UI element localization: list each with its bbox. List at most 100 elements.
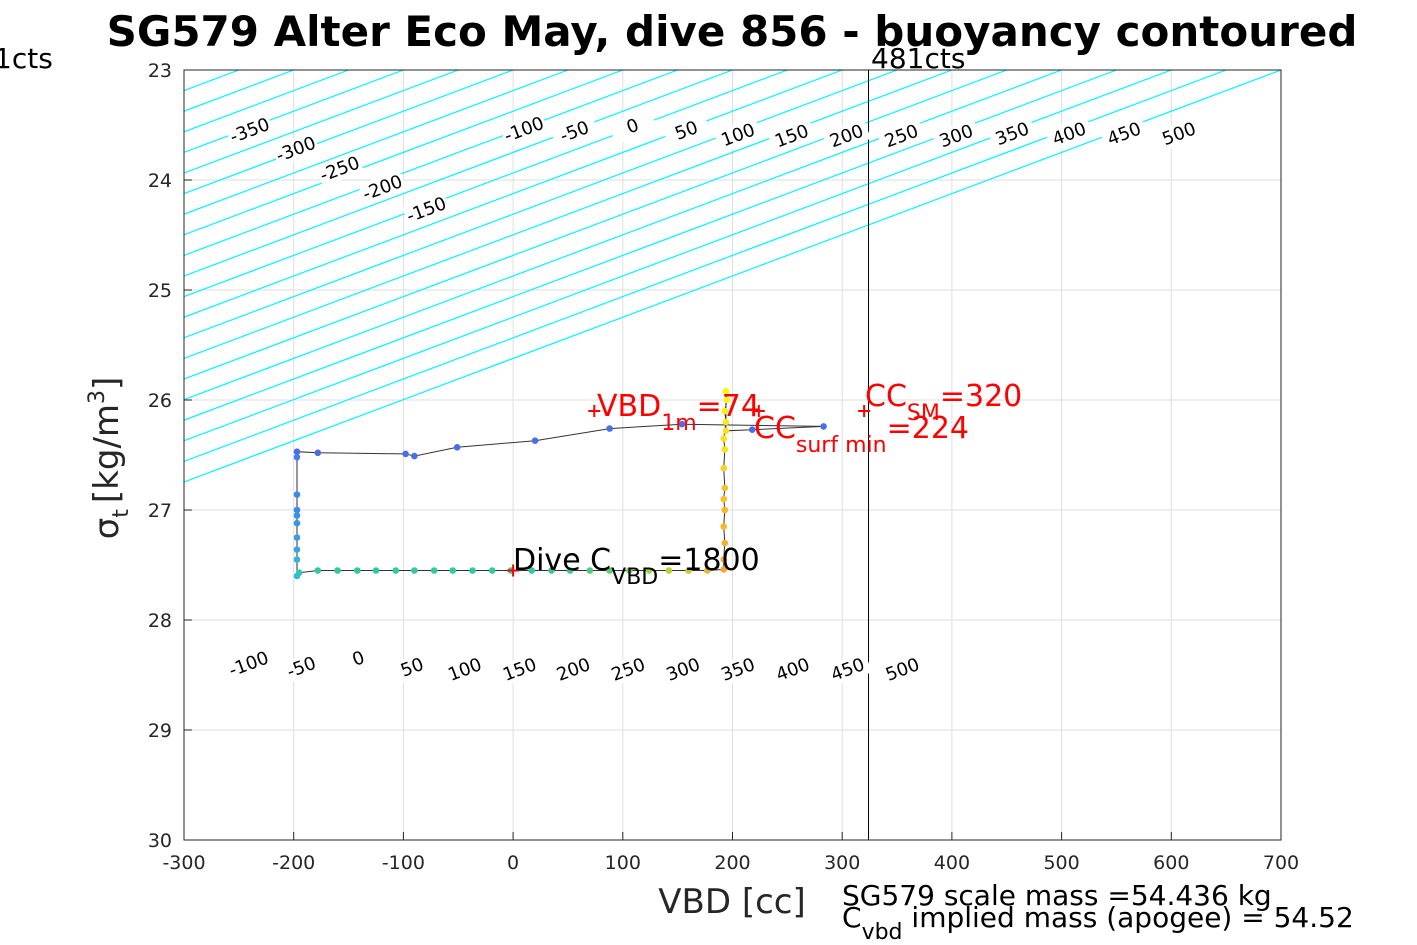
contour-line: [0, 70, 19, 840]
contour-label-bottom: 300: [664, 654, 704, 686]
y-tick-label: 25: [148, 280, 172, 302]
trajectory-point: [293, 572, 301, 580]
trajectory-point: [449, 567, 457, 574]
contour-label-top: 450: [1105, 118, 1145, 150]
contour-line: [184, 70, 1227, 463]
trajectory-point: [411, 567, 418, 574]
contour-label-bottom: 500: [883, 654, 923, 686]
contour-label-top-bg: [358, 169, 408, 206]
trajectory-point: [430, 567, 438, 574]
trajectory-point: [720, 495, 728, 503]
contour-label-bottom: 250: [609, 654, 649, 686]
trajectory-point: [645, 567, 653, 574]
implied-mass-note: Cvbd implied mass (apogee) = 54.52: [842, 901, 1354, 945]
x-tick-label: 500: [1043, 852, 1079, 874]
contour-label-bottom: -100: [226, 647, 272, 681]
trajectory-point: [721, 446, 729, 453]
contour-line: [184, 70, 1062, 401]
contour-label-bottom: 100: [445, 654, 485, 686]
grid-lines: [183, 69, 1282, 841]
contour-label-top-bg: [822, 117, 872, 155]
contour-label-bottom-bg: [495, 651, 545, 688]
trajectory-point: [293, 519, 301, 527]
contour-label-top: 400: [1050, 118, 1090, 150]
contour-line: [184, 70, 953, 360]
x-tick-label: 200: [714, 852, 750, 874]
trajectory-point: [665, 567, 673, 574]
contour-label-bottom: 350: [718, 654, 758, 686]
contour-label-bottom: 450: [828, 654, 868, 686]
y-tick-label: 23: [148, 60, 172, 82]
trajectory-point: [721, 484, 729, 492]
contour-label-top-bg: [401, 191, 451, 228]
contour-label-bottom-bg: [387, 649, 437, 686]
trajectory-point: [722, 387, 730, 395]
trajectory-point: [720, 566, 728, 573]
trajectory-point: [528, 567, 536, 574]
marker-cc_sm: [858, 405, 871, 417]
contour-line: [0, 70, 74, 840]
contour-label-bottom: 150: [500, 654, 540, 686]
y-tick-label: 30: [148, 830, 172, 852]
dive-trajectory: [293, 387, 827, 580]
trajectory-point: [293, 546, 301, 553]
trajectory-point: [469, 567, 476, 574]
cc-sm-annotation: CCSM=320: [865, 379, 1022, 426]
y-axis-label: σt[kg/m3]: [85, 377, 134, 540]
trajectory-point: [586, 567, 594, 574]
trajectory-point: [293, 534, 301, 541]
contour-label-bottom-bg: [548, 651, 598, 688]
trajectory-point: [354, 567, 361, 574]
trajectory-point: [548, 567, 555, 574]
trajectory-point: [314, 449, 322, 457]
x-tick-label: 400: [934, 852, 970, 874]
buoyancy-contours: [0, 70, 1281, 840]
trajectory-point: [566, 567, 574, 574]
trajectory-point: [293, 453, 301, 461]
contour-label-top-bg: [1044, 115, 1094, 152]
left-cts-label: 1cts: [0, 42, 53, 75]
svg-text:σt[kg/m3]: σt[kg/m3]: [85, 377, 134, 540]
marker-dive: [507, 564, 520, 577]
contour-label-bottom-bg: [440, 651, 490, 688]
contour-label-top-bg: [767, 117, 817, 155]
contour-label-top-bg: [931, 117, 981, 155]
trajectory-point: [488, 567, 496, 574]
contour-label-bottom: 400: [773, 654, 813, 686]
contour-label-top: -300: [273, 133, 319, 167]
x-tick-label: 700: [1263, 852, 1299, 874]
trajectory-point: [720, 464, 728, 472]
x-tick-label: 0: [507, 852, 519, 874]
contour-label-top-bg: [713, 116, 763, 153]
contour-line: [184, 70, 624, 236]
y-axis-ticks: 23 24 25 26 27 28 29 30: [148, 60, 192, 852]
contour-label-top-bg: [499, 111, 549, 148]
x-tick-label: -300: [162, 852, 205, 874]
contour-label-top: -200: [360, 171, 406, 205]
trajectory-point: [721, 407, 729, 415]
trajectory-point: [606, 425, 613, 432]
contour-line: [184, 70, 1281, 483]
x-tick-label: -200: [272, 852, 315, 874]
contour-label-bottom-bg: [658, 651, 708, 688]
trajectory-point: [293, 512, 301, 519]
contour-line: [184, 70, 843, 318]
x-tick-label: 600: [1153, 852, 1189, 874]
trajectory-point: [720, 523, 728, 530]
contour-label-bottom-bg: [823, 651, 873, 688]
contour-line: [184, 70, 733, 277]
cc-surf-annotation: CCsurf min=224: [754, 411, 969, 458]
x-tick-label: -100: [382, 852, 425, 874]
chart-title: SG579 Alter Eco May, dive 856 - buoyancy…: [107, 7, 1358, 56]
x-axis-label: VBD [cc]: [658, 882, 806, 922]
trajectory-point: [334, 567, 341, 574]
contour-line: [184, 70, 898, 339]
marker-vbd1m: [588, 405, 601, 417]
contour-label-top: 100: [718, 119, 758, 151]
contour-label-top-bg: [876, 117, 926, 155]
trajectory-point: [606, 567, 613, 574]
y-tick-label: 26: [148, 390, 172, 412]
contour-label-top-bg: [225, 112, 275, 149]
contour-label-top-bg: [271, 131, 321, 168]
contour-label-bottom-bg: [713, 651, 763, 688]
